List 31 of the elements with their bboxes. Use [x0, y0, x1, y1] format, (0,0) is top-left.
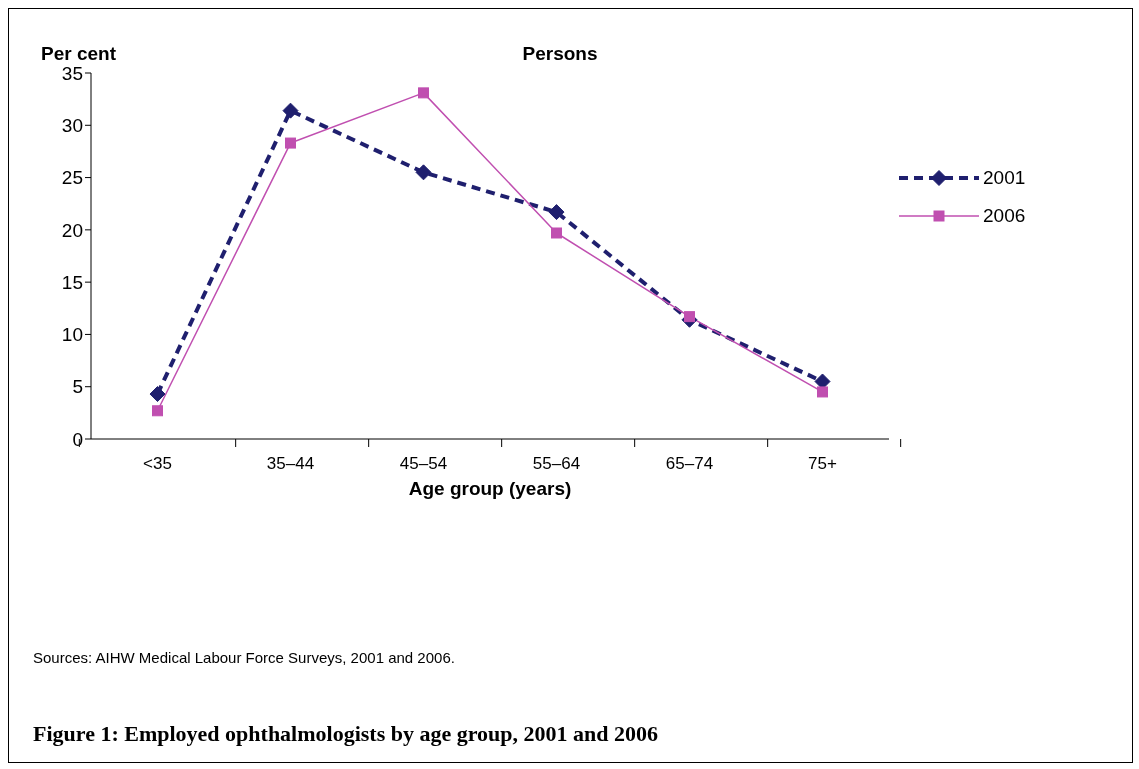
x-tick-label: <35: [143, 454, 172, 473]
legend-label: 2006: [983, 205, 1026, 227]
y-tick-label: 0: [72, 428, 83, 450]
legend-label: 2001: [983, 167, 1026, 189]
x-axis-title: Age group (years): [408, 478, 572, 499]
point: [285, 137, 296, 149]
y-tick-label: 5: [72, 376, 83, 398]
y-tick-label: 30: [61, 115, 83, 137]
caption: Figure 1: Employed ophthalmologists by age group, 2001 and 2006: [33, 721, 659, 747]
point: [152, 405, 163, 417]
point: [548, 204, 565, 221]
chart-title: Persons: [522, 43, 598, 64]
point: [684, 311, 695, 323]
point: [418, 87, 429, 99]
y-tick-label: 15: [61, 271, 83, 293]
point: [415, 164, 432, 181]
point: [817, 386, 828, 398]
point: [551, 227, 562, 239]
x-tick-label: 65–74: [665, 454, 714, 473]
x-tick-label: 35–44: [266, 454, 315, 473]
y-axis-title: Per cent: [41, 43, 116, 65]
y-tick-label: 20: [61, 219, 83, 241]
point: [282, 102, 299, 119]
point: [149, 386, 166, 403]
y-tick-label: 35: [61, 62, 83, 84]
x-tick-label: 75+: [808, 454, 837, 473]
source-note: Sources: AIHW Medical Labour Force Surveys, 2001 and 2006.: [33, 649, 455, 666]
y-tick-label: 10: [61, 324, 83, 346]
y-tick-label: 25: [61, 167, 83, 189]
x-tick-label: 55–64: [532, 454, 581, 473]
x-tick-label: 45–54: [399, 454, 448, 473]
